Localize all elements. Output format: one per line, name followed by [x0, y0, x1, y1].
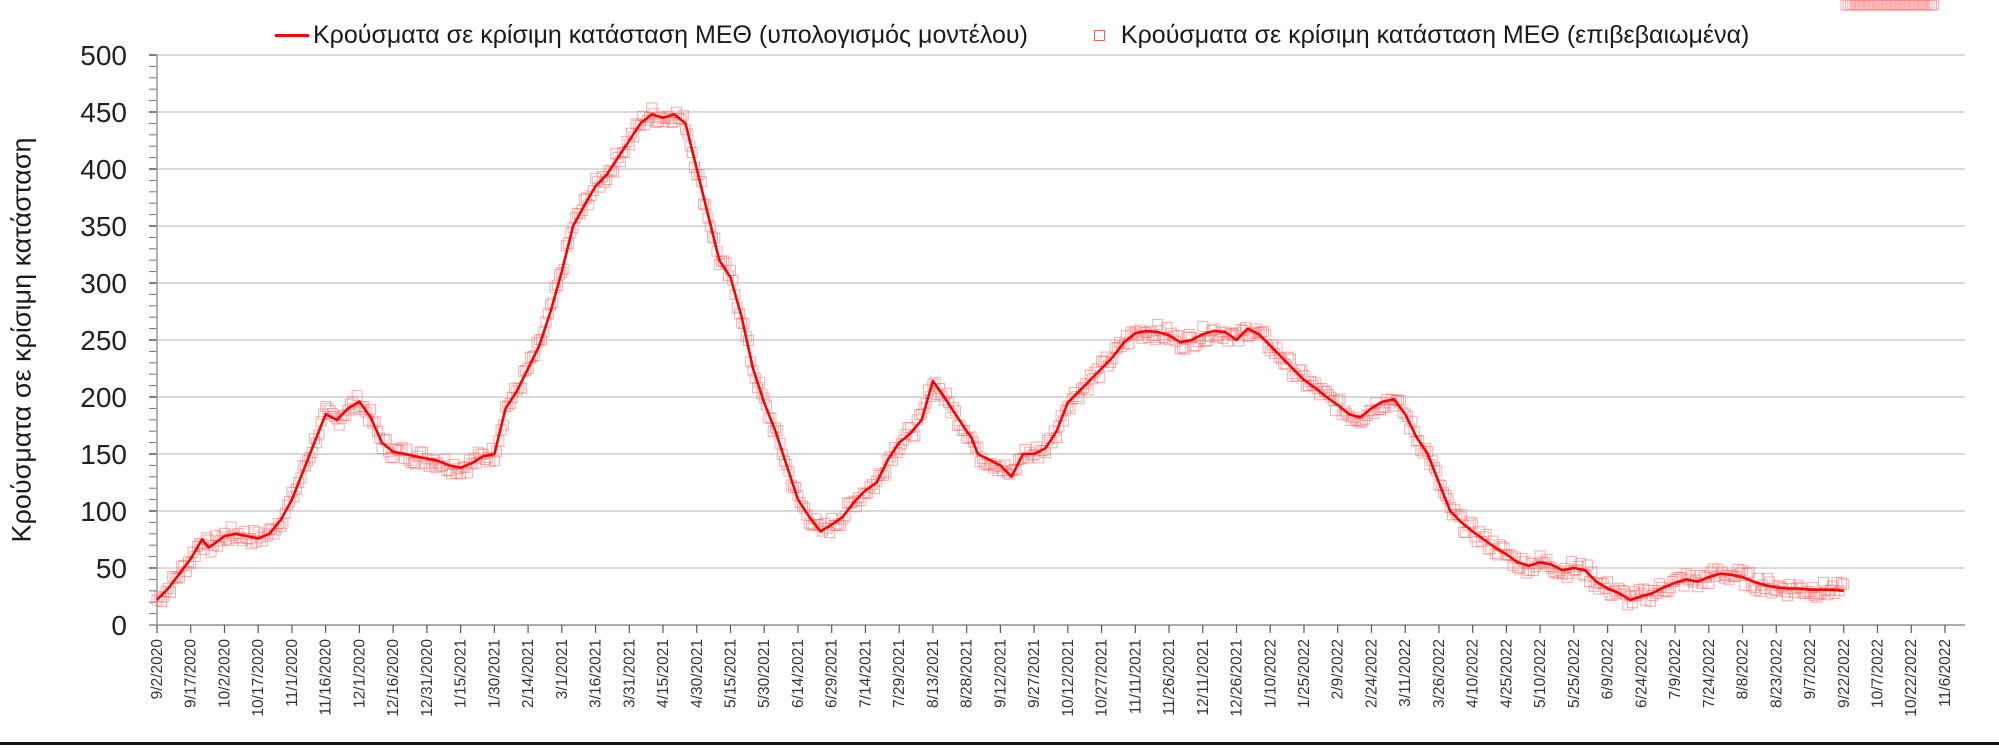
- square-marker-icon: [1093, 29, 1105, 41]
- x-tick-label: 8/8/2022: [1735, 639, 1752, 699]
- y-tick-label: 350: [80, 211, 127, 242]
- x-tick-label: 4/30/2021: [689, 639, 706, 708]
- x-tick-label: 2/9/2022: [1330, 639, 1347, 699]
- x-tick-label: 6/29/2021: [824, 639, 841, 708]
- x-tick-label: 12/1/2020: [351, 639, 368, 708]
- axes: [149, 54, 1965, 633]
- y-tick-label: 100: [80, 496, 127, 527]
- x-tick-label: 12/31/2020: [419, 639, 436, 717]
- bottom-border: [0, 742, 1999, 745]
- x-tick-label: 5/15/2021: [722, 639, 739, 708]
- legend-label-confirmed: Κρούσματα σε κρίσιμη κατάσταση ΜΕΘ (επιβ…: [1120, 20, 1750, 49]
- x-tick-label: 12/16/2020: [385, 639, 402, 717]
- x-tick-label: 10/2/2020: [216, 639, 233, 708]
- y-tick-label: 200: [80, 382, 127, 413]
- x-tick-label: 9/22/2022: [1836, 639, 1853, 708]
- x-tick-label: 2/24/2022: [1363, 639, 1380, 708]
- x-tick-label: 1/10/2022: [1262, 639, 1279, 708]
- x-tick-label: 6/24/2022: [1633, 639, 1650, 708]
- x-tick-label: 1/25/2022: [1296, 639, 1313, 708]
- x-tick-label: 12/11/2021: [1195, 639, 1212, 715]
- x-tick-label: 7/14/2021: [857, 639, 874, 708]
- gridlines: [157, 54, 1965, 569]
- legend-label-model: Κρούσματα σε κρίσιμη κατάσταση ΜΕΘ (υπολ…: [313, 20, 1028, 49]
- x-tick-label: 5/10/2022: [1532, 639, 1549, 708]
- x-tick-label: 5/30/2021: [756, 639, 773, 708]
- y-tick-label: 400: [80, 154, 127, 185]
- y-tick-label: 250: [80, 325, 127, 356]
- model-series-line: [156, 113, 1844, 602]
- x-tick-label: 11/26/2021: [1161, 639, 1178, 715]
- y-axis-title: Κρούσματα σε κρίσιμη κατάσταση: [6, 137, 37, 543]
- y-tick-labels: 0 50 100 150 200 250 300 350 400 450 500: [80, 40, 127, 641]
- x-tick-label: 6/9/2022: [1600, 639, 1617, 699]
- x-tick-label: 9/27/2021: [1026, 639, 1043, 708]
- y-tick-label: 0: [111, 610, 127, 641]
- x-tick-label: 10/17/2020: [250, 639, 267, 717]
- x-tick-label: 12/26/2021: [1229, 639, 1246, 717]
- x-tick-label: 8/13/2021: [925, 639, 942, 708]
- x-tick-labels: 9/2/2020 9/17/2020 10/2/2020 10/17/2020 11/1…: [149, 639, 1954, 717]
- x-tick-label: 6/14/2021: [790, 639, 807, 708]
- x-tick-label: 9/12/2021: [992, 639, 1009, 708]
- model-line: [156, 113, 1844, 602]
- x-tick-label: 4/10/2022: [1465, 639, 1482, 708]
- x-tick-label: 5/25/2022: [1566, 639, 1583, 708]
- x-tick-label: 4/25/2022: [1498, 639, 1515, 708]
- x-tick-label: 1/15/2021: [453, 639, 470, 708]
- x-tick-label: 4/15/2021: [655, 639, 672, 708]
- x-tick-label: 10/27/2021: [1094, 639, 1111, 717]
- y-tick-label: 50: [96, 553, 127, 584]
- x-tick-label: 9/2/2020: [149, 639, 166, 700]
- x-tick-label: 7/29/2021: [891, 639, 908, 708]
- legend-item-confirmed: Κρούσματα σε κρίσιμη κατάσταση ΜΕΘ (επιβ…: [1076, 21, 1749, 50]
- y-tick-label: 500: [80, 40, 127, 71]
- x-tick-label: 3/26/2022: [1431, 639, 1448, 708]
- x-tick-label: 3/31/2021: [621, 639, 638, 708]
- x-tick-label: 11/11/2021: [1127, 639, 1144, 714]
- x-tick-label: 8/28/2021: [959, 639, 976, 708]
- x-tick-label: 9/17/2020: [183, 639, 200, 708]
- x-tick-label: 3/11/2022: [1397, 639, 1414, 707]
- x-tick-label: 11/1/2020: [284, 639, 301, 707]
- x-tick-label: 11/6/2022: [1937, 639, 1954, 707]
- legend-item-model: Κρούσματα σε κρίσιμη κατάσταση ΜΕΘ (υπολ…: [275, 21, 1028, 50]
- y-tick-label: 300: [80, 268, 127, 299]
- x-tick-label: 3/16/2021: [588, 639, 605, 708]
- legend: Κρούσματα σε κρίσιμη κατάσταση ΜΕΘ (υπολ…: [275, 20, 1797, 50]
- x-tick-label: 2/14/2021: [520, 639, 537, 708]
- x-tick-label: 1/30/2021: [486, 639, 503, 708]
- x-tick-label: 10/22/2022: [1903, 639, 1920, 717]
- x-tick-label: 7/9/2022: [1667, 639, 1684, 699]
- x-tick-label: 7/24/2022: [1701, 639, 1718, 708]
- x-tick-label: 3/1/2021: [554, 639, 571, 699]
- line-swatch-icon: [275, 33, 309, 37]
- x-tick-label: 11/16/2020: [318, 639, 335, 716]
- y-tick-label: 450: [80, 97, 127, 128]
- y-tick-label: 150: [80, 439, 127, 470]
- x-tick-label: 10/7/2022: [1869, 639, 1886, 708]
- x-tick-label: 10/12/2021: [1060, 639, 1077, 717]
- x-tick-label: 8/23/2022: [1768, 639, 1785, 708]
- confirmed-markers: [151, 0, 1940, 611]
- x-tick-label: 9/7/2022: [1802, 639, 1819, 699]
